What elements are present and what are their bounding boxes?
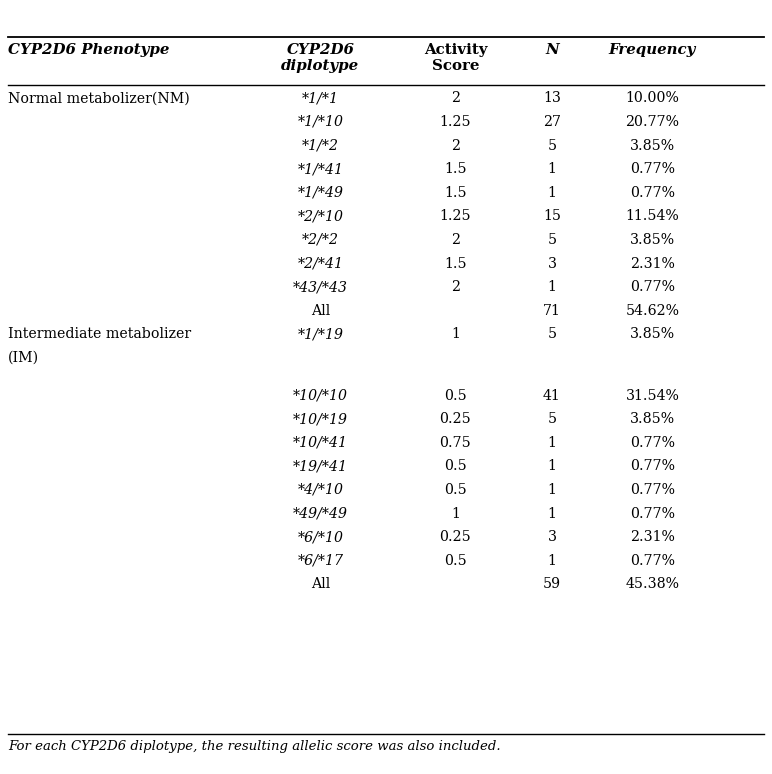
Text: *6/*17: *6/*17 bbox=[297, 553, 344, 568]
Text: 3.85%: 3.85% bbox=[630, 233, 675, 247]
Text: 5: 5 bbox=[547, 327, 557, 341]
Text: 71: 71 bbox=[543, 303, 561, 318]
Text: *2/*41: *2/*41 bbox=[297, 256, 344, 271]
Text: 1: 1 bbox=[547, 553, 557, 568]
Text: 2: 2 bbox=[451, 233, 460, 247]
Text: 1.5: 1.5 bbox=[444, 256, 467, 271]
Text: For each CYP2D6 diplotype, the resulting allelic score was also included.: For each CYP2D6 diplotype, the resulting… bbox=[8, 740, 500, 753]
Text: (IM): (IM) bbox=[8, 351, 39, 365]
Text: 2.31%: 2.31% bbox=[630, 256, 675, 271]
Text: 5: 5 bbox=[547, 233, 557, 247]
Text: 5: 5 bbox=[547, 139, 557, 152]
Text: 1: 1 bbox=[547, 162, 557, 176]
Text: 3: 3 bbox=[547, 530, 557, 544]
Text: 0.77%: 0.77% bbox=[630, 483, 675, 497]
Text: 54.62%: 54.62% bbox=[625, 303, 679, 318]
Text: 0.77%: 0.77% bbox=[630, 162, 675, 176]
Text: Intermediate metabolizer: Intermediate metabolizer bbox=[8, 327, 191, 341]
Text: 0.77%: 0.77% bbox=[630, 280, 675, 294]
Text: *49/*49: *49/*49 bbox=[293, 506, 348, 521]
Text: 1: 1 bbox=[547, 436, 557, 450]
Text: 0.77%: 0.77% bbox=[630, 459, 675, 474]
Text: 0.5: 0.5 bbox=[444, 459, 467, 474]
Text: All: All bbox=[311, 577, 330, 591]
Text: 45.38%: 45.38% bbox=[625, 577, 679, 591]
Text: 11.54%: 11.54% bbox=[625, 209, 679, 224]
Text: 13: 13 bbox=[543, 91, 561, 105]
Text: Normal metabolizer(NM): Normal metabolizer(NM) bbox=[8, 91, 189, 105]
Text: 15: 15 bbox=[543, 209, 561, 224]
Text: 1: 1 bbox=[451, 327, 460, 341]
Text: *4/*10: *4/*10 bbox=[297, 483, 344, 497]
Text: Frequency: Frequency bbox=[608, 43, 696, 57]
Text: *1/*2: *1/*2 bbox=[302, 139, 339, 152]
Text: 1: 1 bbox=[451, 506, 460, 521]
Text: 0.77%: 0.77% bbox=[630, 553, 675, 568]
Text: 2: 2 bbox=[451, 91, 460, 105]
Text: 0.75: 0.75 bbox=[439, 436, 472, 450]
Text: All: All bbox=[311, 303, 330, 318]
Text: 1.5: 1.5 bbox=[444, 186, 467, 200]
Text: 59: 59 bbox=[543, 577, 561, 591]
Text: *1/*10: *1/*10 bbox=[297, 115, 344, 129]
Text: 0.5: 0.5 bbox=[444, 483, 467, 497]
Text: CYP2D6
diplotype: CYP2D6 diplotype bbox=[281, 43, 360, 73]
Text: 1: 1 bbox=[547, 280, 557, 294]
Text: 27: 27 bbox=[543, 115, 561, 129]
Text: N: N bbox=[545, 43, 559, 57]
Text: *1/*1: *1/*1 bbox=[302, 91, 339, 105]
Text: 41: 41 bbox=[543, 389, 560, 402]
Text: *19/*41: *19/*41 bbox=[293, 459, 348, 474]
Text: 3.85%: 3.85% bbox=[630, 412, 675, 426]
Text: CYP2D6 Phenotype: CYP2D6 Phenotype bbox=[8, 43, 169, 57]
Text: 10.00%: 10.00% bbox=[625, 91, 679, 105]
Text: 3: 3 bbox=[547, 256, 557, 271]
Text: 0.5: 0.5 bbox=[444, 389, 467, 402]
Text: *6/*10: *6/*10 bbox=[297, 530, 344, 544]
Text: 0.25: 0.25 bbox=[439, 530, 472, 544]
Text: 1: 1 bbox=[547, 506, 557, 521]
Text: 20.77%: 20.77% bbox=[625, 115, 679, 129]
Text: 2: 2 bbox=[451, 280, 460, 294]
Text: 0.25: 0.25 bbox=[439, 412, 472, 426]
Text: *10/*10: *10/*10 bbox=[293, 389, 348, 402]
Text: Activity
Score: Activity Score bbox=[424, 43, 487, 73]
Text: 3.85%: 3.85% bbox=[630, 327, 675, 341]
Text: *10/*19: *10/*19 bbox=[293, 412, 348, 426]
Text: 5: 5 bbox=[547, 412, 557, 426]
Text: 0.77%: 0.77% bbox=[630, 186, 675, 200]
Text: 1.25: 1.25 bbox=[440, 209, 471, 224]
Text: *43/*43: *43/*43 bbox=[293, 280, 348, 294]
Text: 31.54%: 31.54% bbox=[625, 389, 679, 402]
Text: 1.5: 1.5 bbox=[444, 162, 467, 176]
Text: *1/*19: *1/*19 bbox=[297, 327, 344, 341]
Text: 0.77%: 0.77% bbox=[630, 506, 675, 521]
Text: *2/*10: *2/*10 bbox=[297, 209, 344, 224]
Text: 0.5: 0.5 bbox=[444, 553, 467, 568]
Text: 1: 1 bbox=[547, 459, 557, 474]
Text: 2.31%: 2.31% bbox=[630, 530, 675, 544]
Text: *2/*2: *2/*2 bbox=[302, 233, 339, 247]
Text: *10/*41: *10/*41 bbox=[293, 436, 348, 450]
Text: 1.25: 1.25 bbox=[440, 115, 471, 129]
Text: 2: 2 bbox=[451, 139, 460, 152]
Text: *1/*41: *1/*41 bbox=[297, 162, 344, 176]
Text: 1: 1 bbox=[547, 186, 557, 200]
Text: 1: 1 bbox=[547, 483, 557, 497]
Text: 3.85%: 3.85% bbox=[630, 139, 675, 152]
Text: 0.77%: 0.77% bbox=[630, 436, 675, 450]
Text: *1/*49: *1/*49 bbox=[297, 186, 344, 200]
